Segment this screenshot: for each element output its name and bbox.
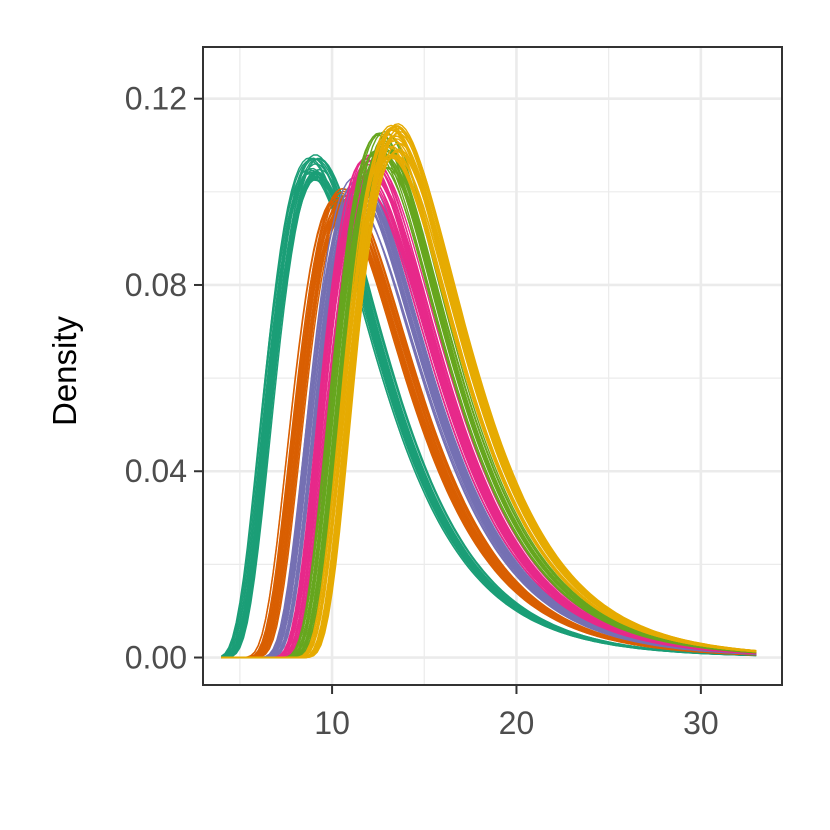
plot-border <box>202 46 783 686</box>
y-tick-label: 0.04 <box>125 453 187 489</box>
density-series <box>221 154 757 659</box>
density-curve <box>221 152 757 659</box>
density-curve <box>221 154 757 659</box>
density-curve <box>221 154 757 659</box>
density-curve <box>221 160 757 659</box>
density-curve <box>221 150 757 659</box>
y-axis: 0.00 0.04 0.08 0.12 <box>125 81 203 676</box>
density-series <box>220 154 757 659</box>
density-curve <box>221 170 757 659</box>
density-series <box>221 187 757 659</box>
density-curve <box>221 138 757 659</box>
density-curve <box>221 132 757 659</box>
y-tick-label: 0.08 <box>125 267 187 303</box>
x-tick-label: 20 <box>499 705 535 741</box>
x-axis: 10 20 30 <box>314 685 719 741</box>
density-curves <box>220 123 757 659</box>
density-curve <box>221 185 757 659</box>
y-axis-title: Density <box>46 315 83 426</box>
x-tick-label: 30 <box>683 705 719 741</box>
density-series <box>221 123 757 659</box>
y-tick-label: 0.00 <box>125 640 187 676</box>
x-tick-label: 10 <box>314 705 350 741</box>
density-curve <box>221 192 757 659</box>
y-tick-label: 0.12 <box>125 81 187 117</box>
density-series <box>221 175 757 659</box>
